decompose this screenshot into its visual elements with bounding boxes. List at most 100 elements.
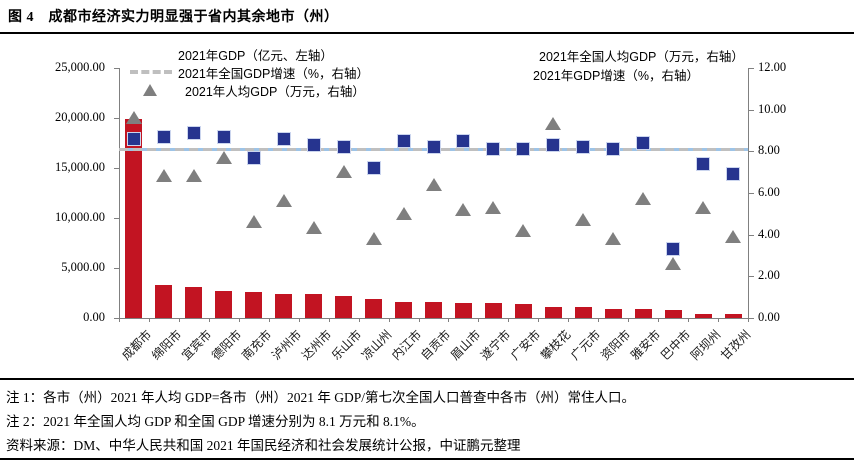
x-axis-tick (628, 318, 630, 322)
x-axis-tick (658, 318, 660, 322)
gdp-growth-marker (246, 150, 261, 165)
x-axis-tick (568, 318, 570, 322)
x-category-label: 泸州市 (268, 327, 305, 363)
blue-line-swatch-icon (485, 53, 533, 57)
right-y-axis (748, 68, 749, 319)
gdp-growth-marker (276, 131, 291, 146)
x-category-label: 凉山州 (358, 327, 394, 363)
percapita-marker (725, 229, 742, 243)
x-category-label: 绵阳市 (148, 327, 185, 363)
gdp-bar (454, 302, 472, 318)
percapita-marker (665, 256, 682, 270)
x-axis-tick (268, 318, 270, 322)
left-axis-tick (114, 318, 119, 319)
legend-label: 2021年GDP增速（%，右轴） (533, 68, 700, 83)
gdp-growth-marker (396, 133, 411, 148)
gdp-bar (425, 301, 442, 318)
percapita-marker (395, 206, 412, 220)
x-axis-tick (119, 318, 120, 322)
percapita-marker (305, 221, 322, 235)
percapita-marker (215, 150, 232, 164)
x-category-label: 雅安市 (628, 327, 664, 363)
gdp-bar (604, 308, 622, 318)
percapita-marker (605, 231, 622, 245)
gray-triangle-swatch-icon (143, 84, 157, 96)
percapita-marker (485, 200, 502, 214)
left-axis-label: 10,000.00 (55, 210, 105, 224)
x-axis-tick (388, 318, 390, 322)
gdp-growth-marker (306, 138, 321, 153)
left-axis-tick (114, 168, 119, 169)
x-axis-tick (538, 318, 540, 322)
legend-item-national-percapita: 2021年全国人均GDP（万元，右轴） (485, 47, 744, 64)
gray-dash-swatch-icon (130, 70, 172, 74)
right-axis-label: 2.00 (758, 268, 780, 283)
legend-label: 2021年全国GDP增速（%，右轴） (178, 66, 370, 81)
source-note: 资料来源：DM、中华人民共和国 2021 年国民经济和社会发展统计公报，中证鹏元… (6, 438, 521, 453)
gdp-bar (484, 303, 502, 318)
gdp-growth-marker (486, 142, 501, 157)
gdp-growth-marker (156, 129, 171, 144)
legend-item-gdp: 2021年GDP（亿元、左轴） (130, 46, 333, 63)
right-axis-label: 0.00 (758, 310, 780, 324)
gdp-bar (634, 308, 652, 318)
right-axis-label: 12.00 (758, 60, 787, 74)
gdp-growth-marker (336, 140, 351, 155)
x-axis-tick (238, 318, 240, 322)
percapita-marker (335, 165, 352, 179)
x-category-label: 自贡市 (418, 327, 454, 363)
x-axis-tick (508, 318, 510, 322)
gdp-growth-marker (726, 167, 741, 182)
x-axis-tick (598, 318, 600, 322)
gdp-bar (574, 307, 592, 318)
x-axis-tick (358, 318, 360, 322)
x-category-label: 甘孜州 (717, 327, 754, 363)
right-axis-label: 8.00 (758, 143, 780, 158)
percapita-marker (695, 200, 712, 214)
percapita-marker (425, 177, 442, 191)
percapita-marker (365, 231, 382, 245)
x-category-label: 乐山市 (328, 327, 364, 363)
right-axis-label: 6.00 (758, 185, 780, 199)
gdp-bar (514, 304, 532, 318)
x-category-label: 资阳市 (598, 327, 634, 363)
percapita-marker (155, 169, 172, 183)
gdp-growth-marker (456, 133, 471, 148)
left-axis-tick (114, 68, 119, 69)
x-category-label: 遂宁市 (478, 327, 514, 363)
right-axis-tick (749, 109, 754, 111)
x-axis-tick (688, 318, 690, 322)
x-axis-tick (148, 318, 150, 322)
percapita-marker (245, 215, 262, 229)
gdp-growth-marker (606, 142, 621, 157)
note-2: 注 2：2021 年全国人均 GDP 和全国 GDP 增速分别为 8.1 万元和… (6, 414, 425, 429)
gdp-bar (125, 118, 143, 318)
chart-title: 图 4 成都市经济实力明显强于省内其余地市（州） (8, 10, 339, 25)
gdp-bar (664, 310, 682, 318)
x-category-label: 成都市 (118, 327, 155, 363)
gdp-bar (305, 294, 323, 318)
right-axis-label: 10.00 (758, 101, 787, 116)
percapita-marker (545, 117, 562, 131)
notes-top-divider (0, 378, 854, 380)
gdp-bar (155, 284, 173, 318)
right-axis-tick (749, 276, 754, 278)
x-axis (119, 318, 749, 319)
x-category-label: 广元市 (568, 327, 604, 363)
x-category-label: 内江市 (388, 327, 424, 363)
gdp-growth-marker (576, 140, 591, 155)
gdp-bar (395, 301, 413, 318)
left-axis-label: 20,000.00 (55, 110, 105, 124)
gdp-bar (544, 306, 562, 318)
x-axis-tick (418, 318, 420, 322)
left-axis-label: 15,000.00 (55, 160, 105, 174)
left-y-axis (119, 68, 120, 319)
title-divider (0, 32, 854, 34)
legend-label: 2021年GDP（亿元、左轴） (178, 48, 333, 63)
gdp-bar (215, 291, 233, 318)
x-axis-tick (478, 318, 480, 322)
gdp-growth-marker (126, 131, 141, 146)
percapita-marker (515, 223, 532, 237)
left-axis-tick (114, 268, 119, 269)
